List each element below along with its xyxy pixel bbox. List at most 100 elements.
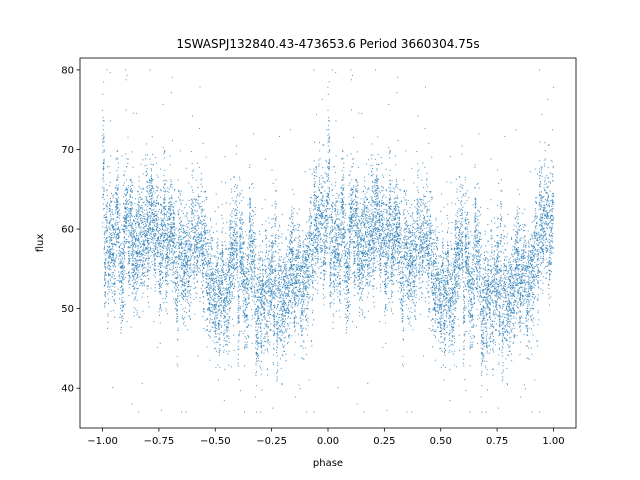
data-point [472,255,474,257]
data-point [549,249,551,251]
data-point [284,275,286,277]
data-point [504,337,506,339]
data-point [145,230,147,232]
data-point [526,282,528,284]
data-point [180,252,182,254]
data-point [217,244,219,246]
data-point [307,317,309,319]
data-point [108,275,110,277]
data-point [518,212,520,214]
data-point [379,255,381,257]
data-point [499,290,501,292]
data-point [531,236,533,238]
data-point [274,267,276,269]
data-point [494,288,495,290]
data-point [112,247,114,249]
data-point [154,246,156,248]
data-point [464,289,466,291]
data-point [334,226,335,228]
data-point [159,306,161,308]
data-point [253,256,255,258]
data-point [376,182,378,184]
data-point [362,234,364,236]
data-point [419,249,421,251]
data-point [525,317,526,319]
data-point [181,224,183,226]
data-point [155,268,157,270]
data-point [141,222,143,224]
data-point [359,243,361,245]
data-point [151,231,152,233]
data-point [535,231,537,233]
data-point [504,226,506,228]
data-point [517,212,518,214]
data-point [268,283,270,285]
data-point [421,179,423,181]
data-point [272,295,274,297]
data-point [376,169,378,171]
data-point [259,322,261,324]
data-point [443,258,445,260]
data-point [309,248,311,250]
data-point [276,321,277,323]
data-point [545,210,547,212]
data-point [210,237,212,239]
data-point [154,229,156,231]
data-point [277,273,279,275]
data-point [143,233,145,235]
data-point [162,229,163,231]
data-point [428,272,430,274]
data-point [286,249,288,251]
data-point [488,275,490,277]
data-point [529,296,531,298]
data-point [208,287,210,289]
data-point [525,276,527,278]
data-point [235,221,237,223]
data-point [478,252,479,254]
data-point [211,237,213,239]
data-point [198,227,200,229]
data-point [472,303,474,305]
data-point [355,188,357,190]
data-point [328,175,330,177]
data-point [288,258,290,260]
data-point [264,303,266,305]
data-point [386,210,388,212]
data-point [334,185,336,187]
data-point [141,254,143,256]
data-point [341,179,343,181]
data-point [200,232,202,234]
data-point [283,259,285,261]
data-point [329,306,331,308]
data-point [432,251,434,253]
data-point [501,220,502,222]
data-point [487,287,489,289]
data-point [117,167,119,169]
data-point [435,268,437,270]
data-point [247,289,249,291]
data-point [374,195,376,197]
data-point [464,235,466,237]
data-point [460,250,462,252]
data-point [252,264,253,266]
data-point [146,239,148,241]
data-point [246,280,248,282]
data-point [409,207,411,209]
data-point [531,246,533,248]
data-point [419,251,421,253]
data-point [466,200,468,202]
data-point [163,186,164,188]
data-point [220,265,222,267]
data-point [479,239,481,241]
data-point [273,256,275,258]
data-point [236,209,238,211]
data-point [383,238,385,240]
data-point [280,288,282,290]
data-point [145,171,147,173]
data-point [372,239,373,241]
data-point [359,282,361,284]
data-point [266,331,268,333]
data-point [434,293,436,295]
data-point [214,330,216,332]
data-point [519,330,521,332]
